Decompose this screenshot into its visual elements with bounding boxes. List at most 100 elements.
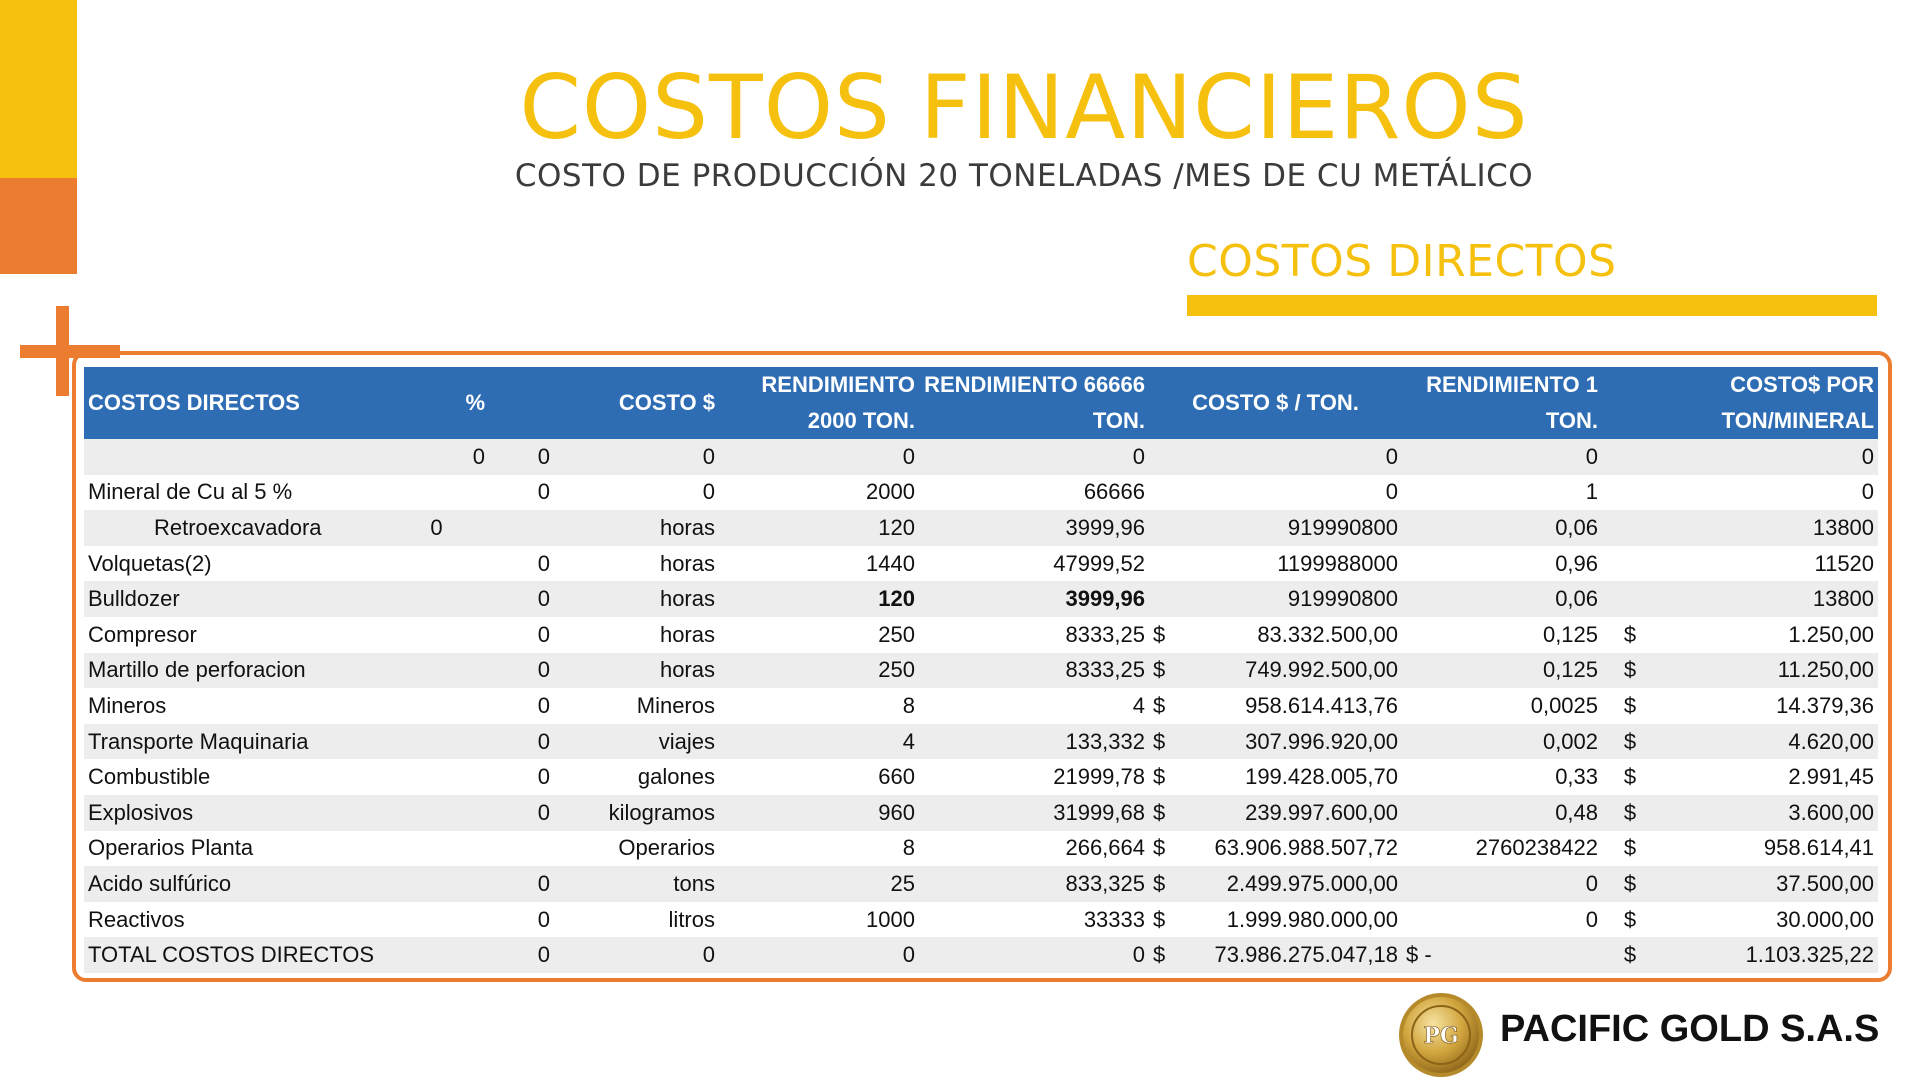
cell-currency: [1149, 510, 1187, 546]
table-row: Acido sulfúrico 0 tons 25 833,325 $2.499.975.…: [84, 866, 1879, 902]
cell-concepto: Operarios Planta: [84, 830, 384, 867]
table-row: Transporte Maquinaria 0 viajes 4 133,332 $307…: [84, 723, 1879, 760]
cell-currency: $: [1149, 901, 1187, 938]
cell-currency: [1149, 545, 1187, 582]
cell-currency2: $: [1602, 937, 1659, 973]
cell-rend-2000: 660: [719, 759, 919, 795]
cell-currency2: [1602, 439, 1659, 475]
cell-rend-66666: 266,664: [919, 830, 1149, 867]
header-costos-directos: COSTOS DIRECTOS: [84, 367, 384, 439]
section-underline: [1187, 295, 1877, 316]
cell-costo-mineral: 30.000,00: [1658, 901, 1879, 938]
table-row: Volquetas(2) 0 horas 1440 47999,52 1199988000…: [84, 545, 1879, 582]
cell-percent: 0: [384, 510, 489, 546]
cell-rend-66666: 0: [919, 937, 1149, 973]
cell-costo-ton: 0: [1187, 474, 1403, 511]
cell-currency: $: [1149, 759, 1187, 795]
cell-percent: [384, 688, 489, 724]
cell-concepto: Bulldozer: [84, 581, 384, 617]
cell-concepto: Retroexcavadora: [84, 510, 384, 546]
cell-qty: 0: [489, 652, 554, 689]
header-costo-por-ton-mineral: COSTO$ POR TON/MINERAL: [1602, 367, 1879, 439]
cell-rend-1: 0,06: [1402, 510, 1603, 546]
cell-percent: [384, 545, 489, 582]
cell-qty: 0: [489, 866, 554, 902]
cell-concepto: Mineros: [84, 688, 384, 724]
cell-rend-2000: 0: [719, 937, 919, 973]
cell-costo-ton: 0: [1187, 439, 1403, 475]
cell-rend-2000: 960: [719, 794, 919, 831]
cell-costo-ton: 1.999.980.000,00: [1187, 901, 1403, 938]
cell-rend-66666: 8333,25: [919, 616, 1149, 653]
cell-costo-ton: 749.992.500,00: [1187, 652, 1403, 689]
cell-costo-ton: 958.614.413,76: [1187, 688, 1403, 724]
table-row: Mineros 0 Mineros 8 4 $958.614.413,76 0,0025 $1…: [84, 688, 1879, 724]
cell-unit: 0: [554, 474, 719, 511]
cell-currency: $: [1149, 794, 1187, 831]
cell-qty: 0: [489, 723, 554, 760]
table-row: Bulldozer 0 horas 120 3999,96 919990800 0,06 13…: [84, 581, 1879, 617]
cell-rend-1: 0: [1402, 439, 1603, 475]
header-rendimiento-2000: RENDIMIENTO 2000 TON.: [719, 367, 919, 439]
cell-currency2: $: [1602, 901, 1659, 938]
table-row: Operarios Planta Operarios 8 266,664 $63.906…: [84, 830, 1879, 867]
cell-rend-2000: 1000: [719, 901, 919, 938]
cell-rend-2000: 120: [719, 510, 919, 546]
table-row: Mineral de Cu al 5 % 0 0 2000 66666 0 1 0: [84, 474, 1879, 511]
cell-rend-66666: 133,332: [919, 723, 1149, 760]
cell-qty: 0: [489, 901, 554, 938]
cell-percent: [384, 474, 489, 511]
cell-costo-mineral: 0: [1658, 439, 1879, 475]
cell-qty: 0: [489, 439, 554, 475]
cell-rend-66666: 3999,96: [919, 510, 1149, 546]
cell-costo-ton: 307.996.920,00: [1187, 723, 1403, 760]
cell-unit: galones: [554, 759, 719, 795]
cell-rend-2000: 250: [719, 652, 919, 689]
cell-currency2: [1602, 510, 1659, 546]
cell-rend-66666: 33333: [919, 901, 1149, 938]
table-row: Martillo de perforacion 0 horas 250 8333,25 $…: [84, 652, 1879, 689]
cell-costo-mineral: 958.614,41: [1658, 830, 1879, 867]
page-title: COSTOS FINANCIEROS: [519, 56, 1529, 159]
cell-currency: [1149, 439, 1187, 475]
table-header-row: COSTOS DIRECTOS % COSTO $ RENDIMIENTO 20…: [84, 367, 1879, 439]
cell-currency: [1149, 581, 1187, 617]
cell-rend-1: 0,06: [1402, 581, 1603, 617]
cell-costo-mineral: 4.620,00: [1658, 723, 1879, 760]
header-percent: %: [384, 367, 489, 439]
cell-unit: viajes: [554, 723, 719, 760]
cell-rend-2000: 4: [719, 723, 919, 760]
header-rendimiento-1: RENDIMIENTO 1 TON.: [1402, 367, 1603, 439]
cell-rend-1: 0,002: [1402, 723, 1603, 760]
cell-costo-ton: 73.986.275.047,18: [1187, 937, 1403, 973]
cell-costo-mineral: 14.379,36: [1658, 688, 1879, 724]
cell-unit: kilogramos: [554, 794, 719, 831]
cell-rend-66666: 21999,78: [919, 759, 1149, 795]
cell-costo-mineral: 13800: [1658, 510, 1879, 546]
cell-concepto: TOTAL COSTOS DIRECTOS: [84, 937, 384, 973]
cell-concepto: Compresor: [84, 616, 384, 653]
header-rendimiento-66666: RENDIMIENTO 66666 TON.: [919, 367, 1149, 439]
table-row: Compresor 0 horas 250 8333,25 $83.332.500,00 0…: [84, 616, 1879, 653]
page-subtitle: COSTO DE PRODUCCIÓN 20 TONELADAS /MES DE…: [514, 158, 1534, 194]
cell-costo-mineral: 11520: [1658, 545, 1879, 582]
cell-currency2: [1602, 545, 1659, 582]
cell-rend-66666: 3999,96: [919, 581, 1149, 617]
table-body: 0 0 0 0 0 0 0 0 Mineral de Cu al 5 % 0 0 2000 66666 0…: [84, 439, 1879, 973]
cell-currency2: [1602, 581, 1659, 617]
cell-unit: horas: [554, 510, 719, 546]
cell-qty: 0: [489, 616, 554, 653]
cell-costo-ton: 1199988000: [1187, 545, 1403, 582]
cell-currency: $: [1149, 652, 1187, 689]
cell-currency: [1149, 474, 1187, 511]
cell-rend-1: 0,33: [1402, 759, 1603, 795]
cell-concepto: Explosivos: [84, 794, 384, 831]
cell-unit: horas: [554, 545, 719, 582]
cell-unit: tons: [554, 866, 719, 902]
cell-costo-mineral: 37.500,00: [1658, 866, 1879, 902]
cell-percent: [384, 759, 489, 795]
cell-concepto: Acido sulfúrico: [84, 866, 384, 902]
cell-costo-ton: 919990800: [1187, 581, 1403, 617]
cell-currency2: $: [1602, 866, 1659, 902]
